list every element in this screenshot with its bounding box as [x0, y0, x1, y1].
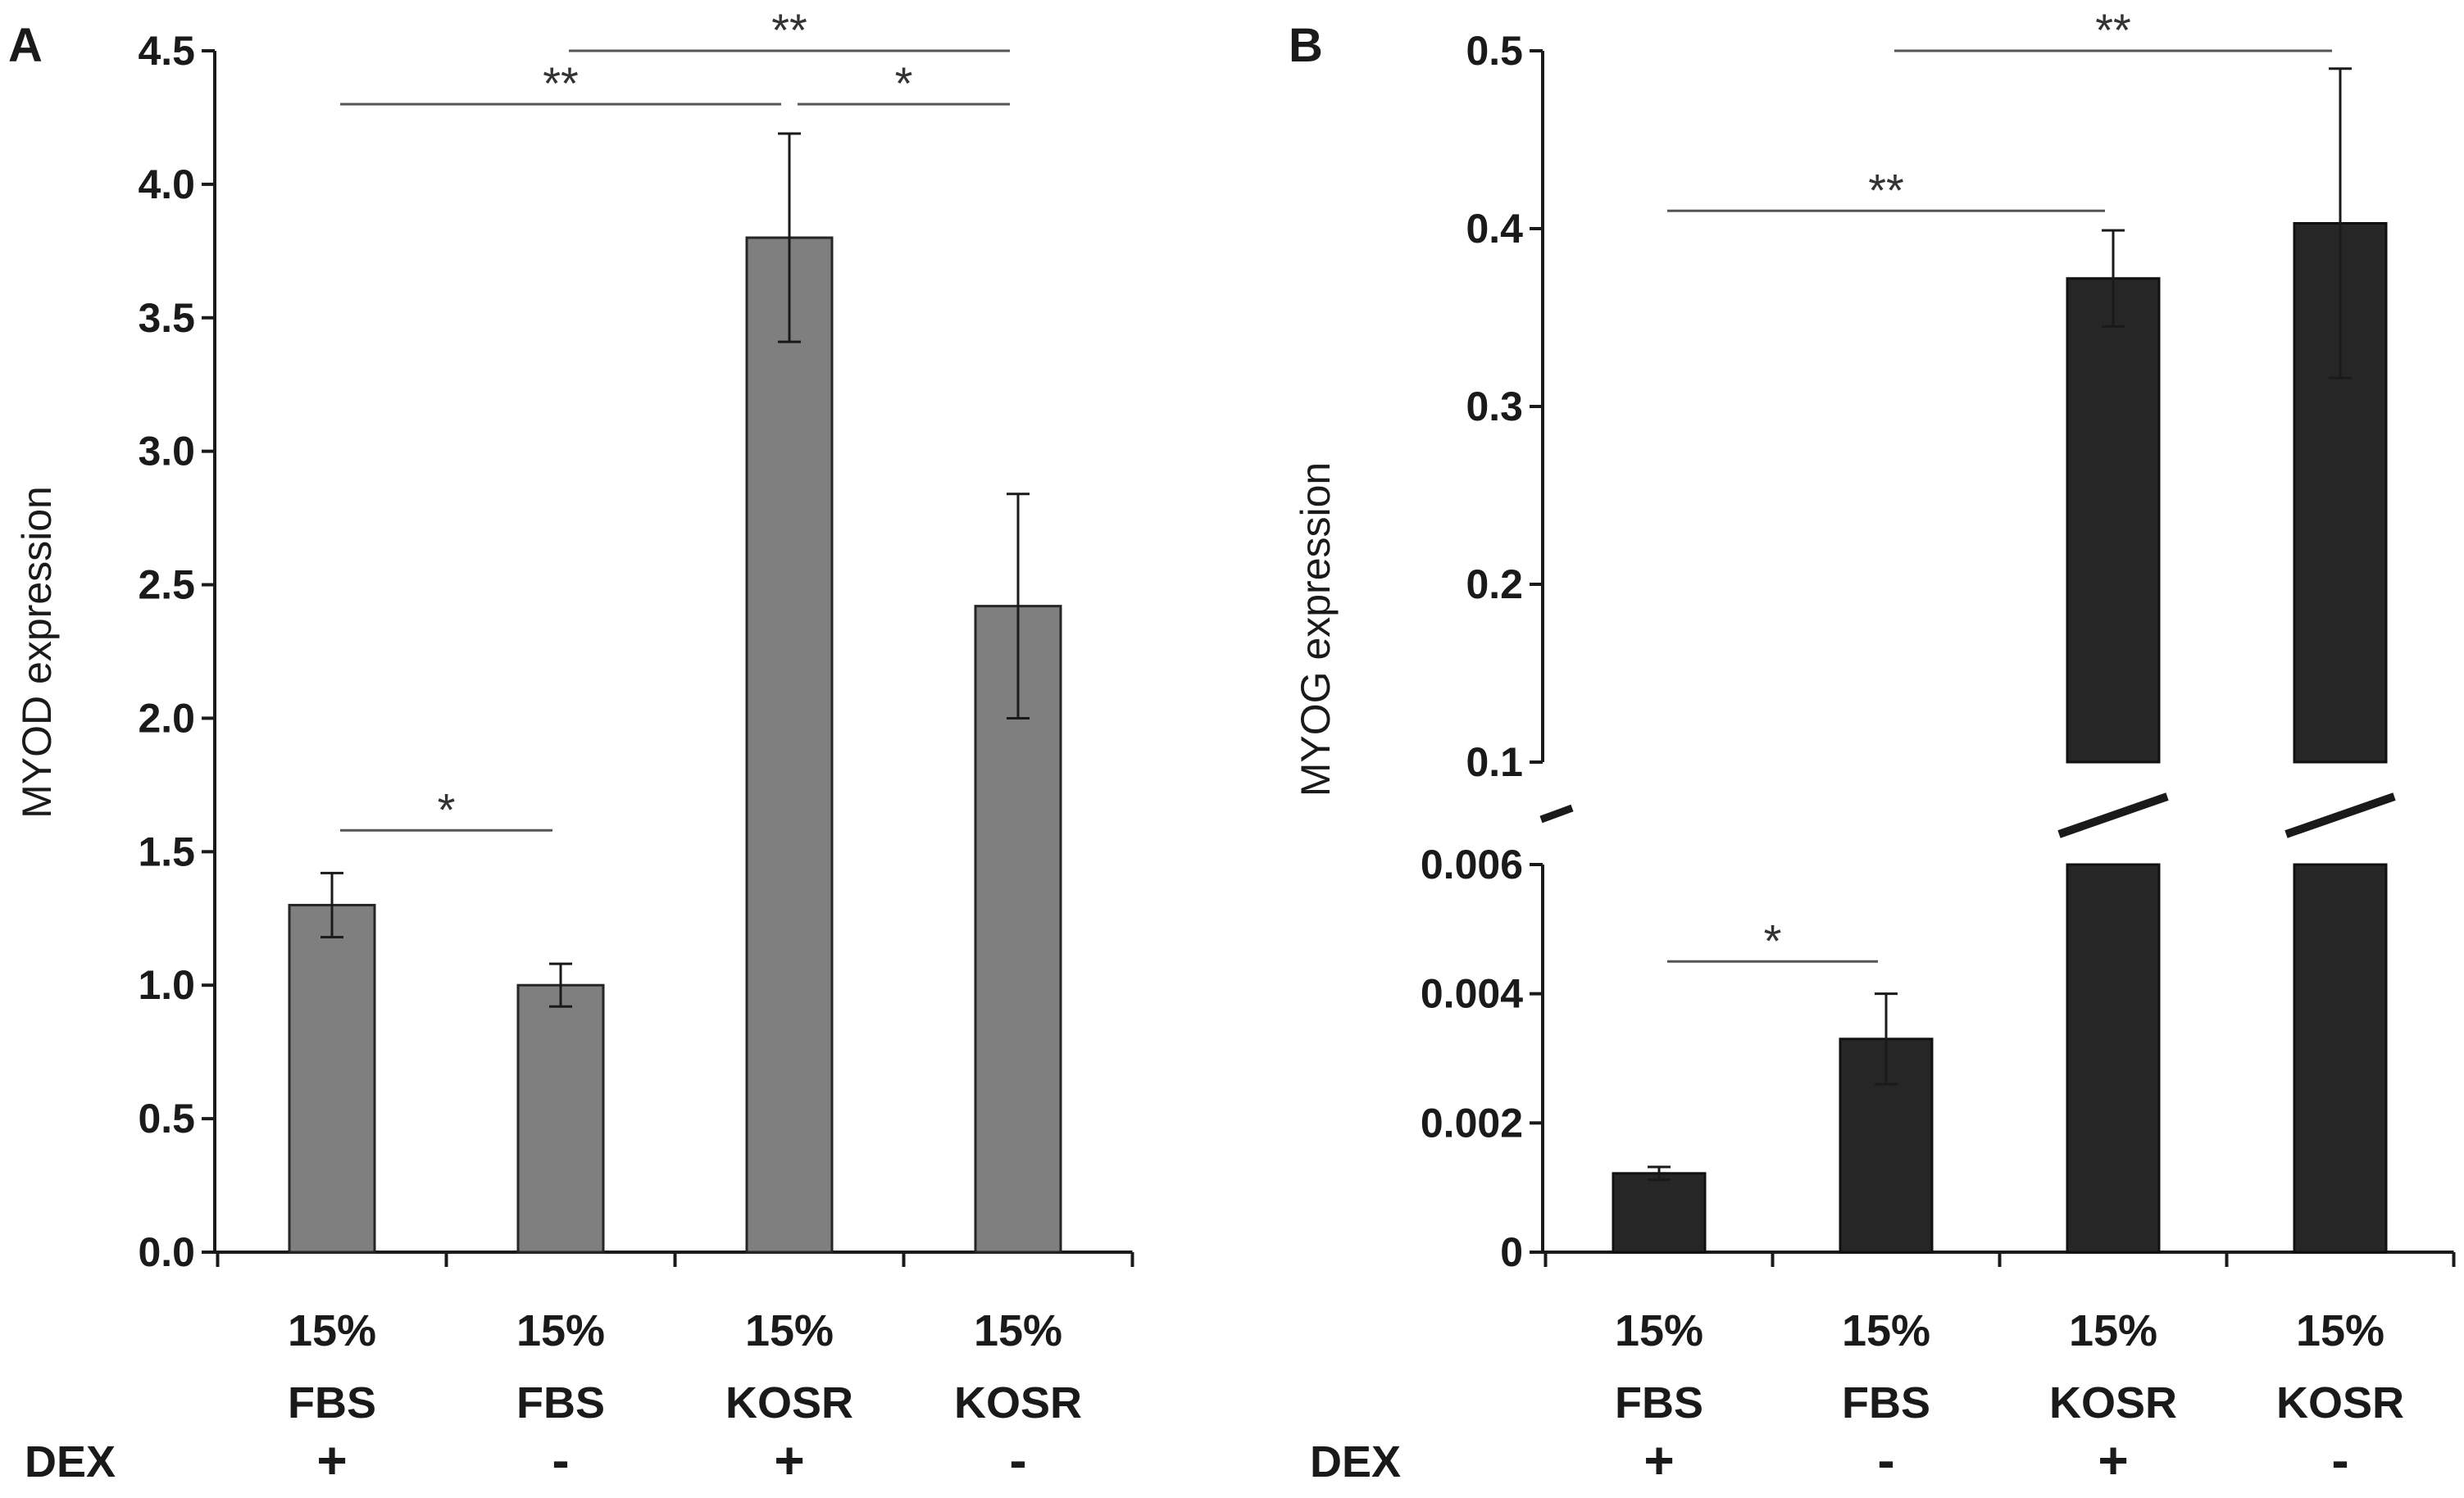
y-tick-label: 0.1: [1466, 739, 1523, 785]
panel-a-y-axis-label: MYOD expression: [14, 486, 60, 819]
y-tick-label: 0.004: [1421, 971, 1523, 1017]
category-label-line1: 15%: [2069, 1306, 2157, 1355]
category-label-line1: 15%: [1615, 1306, 1703, 1355]
panel-a-plot: 0.00.51.01.52.02.53.03.54.04.515%FBS+15%…: [138, 4, 1134, 1490]
dex-sign: -: [2331, 1431, 2348, 1490]
bar-lower-segment: [2066, 863, 2161, 1254]
y-tick-label: 0.5: [138, 1096, 195, 1142]
bar-upper-segment: [2066, 277, 2161, 764]
y-tick-label: 0: [1500, 1229, 1523, 1275]
panel-a: A MYOD expression DEX 0.0 0.5 1.0 1.5 2.0 2.5…: [8, 4, 1134, 1490]
significance-label: **: [543, 57, 579, 109]
significance-label: *: [1764, 915, 1782, 966]
bar-lower-segment: [2293, 863, 2388, 1254]
category-label-line2: KOSR: [725, 1378, 853, 1428]
y-tick-label: 0.002: [1421, 1100, 1523, 1146]
panel-a-label: A: [8, 19, 43, 72]
y-tick-label: 1.0: [138, 962, 195, 1008]
panel-b-plot: 0.10.20.30.40.500.0020.0040.00615%FBS+15…: [1421, 4, 2456, 1490]
bar-break-mark: [2284, 792, 2396, 838]
category-label-line2: KOSR: [954, 1378, 1082, 1428]
category-label-line2: FBS: [1615, 1378, 1703, 1428]
category-label-line1: 15%: [516, 1306, 605, 1355]
panel-b-y-axis-label: MYOG expression: [1293, 462, 1339, 797]
significance-label: *: [895, 57, 913, 109]
y-tick-label: 0.5: [1466, 28, 1523, 74]
category-label-line2: FBS: [1842, 1378, 1930, 1428]
category-label-line2: KOSR: [2276, 1378, 2404, 1428]
panel-b-label: B: [1289, 19, 1323, 72]
y-tick-label: 2.0: [138, 695, 195, 741]
y-tick-label: 2.5: [138, 562, 195, 608]
panel-b: B MYOG expression DEX 0.1 0.2 0.3 0.4 0.5 0 0.…: [1289, 4, 2456, 1490]
category-label-line1: 15%: [2296, 1306, 2384, 1355]
category-label-line1: 15%: [745, 1306, 834, 1355]
dex-sign: -: [1877, 1431, 1894, 1490]
bar: [1612, 1172, 1707, 1254]
significance-label: **: [1868, 164, 1904, 216]
y-tick-label: 0.3: [1466, 384, 1523, 429]
bar: [288, 903, 376, 1254]
y-tick-label: 0.2: [1466, 561, 1523, 607]
significance-label: **: [2095, 4, 2131, 56]
dex-sign: +: [2098, 1431, 2128, 1490]
bar: [745, 236, 834, 1254]
category-label-line1: 15%: [974, 1306, 1062, 1355]
y-tick-label: 1.5: [138, 828, 195, 874]
category-label-line2: FBS: [288, 1378, 376, 1428]
category-label-line2: KOSR: [2049, 1378, 2177, 1428]
dex-sign: +: [316, 1431, 347, 1490]
bar: [516, 983, 605, 1254]
y-tick-label: 0.006: [1421, 842, 1523, 887]
bar-break-mark: [2057, 792, 2169, 838]
panel-b-dex-label: DEX: [1310, 1437, 1401, 1487]
y-tick-label: 0.4: [1466, 206, 1523, 252]
y-tick-label: 3.5: [138, 295, 195, 341]
category-label-line2: FBS: [516, 1378, 605, 1428]
dex-sign: +: [1643, 1431, 1674, 1490]
category-label-line1: 15%: [1842, 1306, 1930, 1355]
dex-sign: -: [1009, 1431, 1026, 1490]
panel-a-dex-label: DEX: [25, 1437, 116, 1487]
significance-label: **: [771, 4, 807, 56]
significance-label: *: [438, 783, 456, 835]
y-tick-label: 4.5: [138, 28, 195, 74]
y-tick-label: 4.0: [138, 161, 195, 207]
dex-sign: -: [552, 1431, 569, 1490]
dex-sign: +: [774, 1431, 804, 1490]
category-label-line1: 15%: [288, 1306, 376, 1355]
axis-break-mark: [1539, 804, 1574, 824]
y-tick-label: 3.0: [138, 429, 195, 474]
y-tick-label: 0.0: [138, 1229, 195, 1275]
